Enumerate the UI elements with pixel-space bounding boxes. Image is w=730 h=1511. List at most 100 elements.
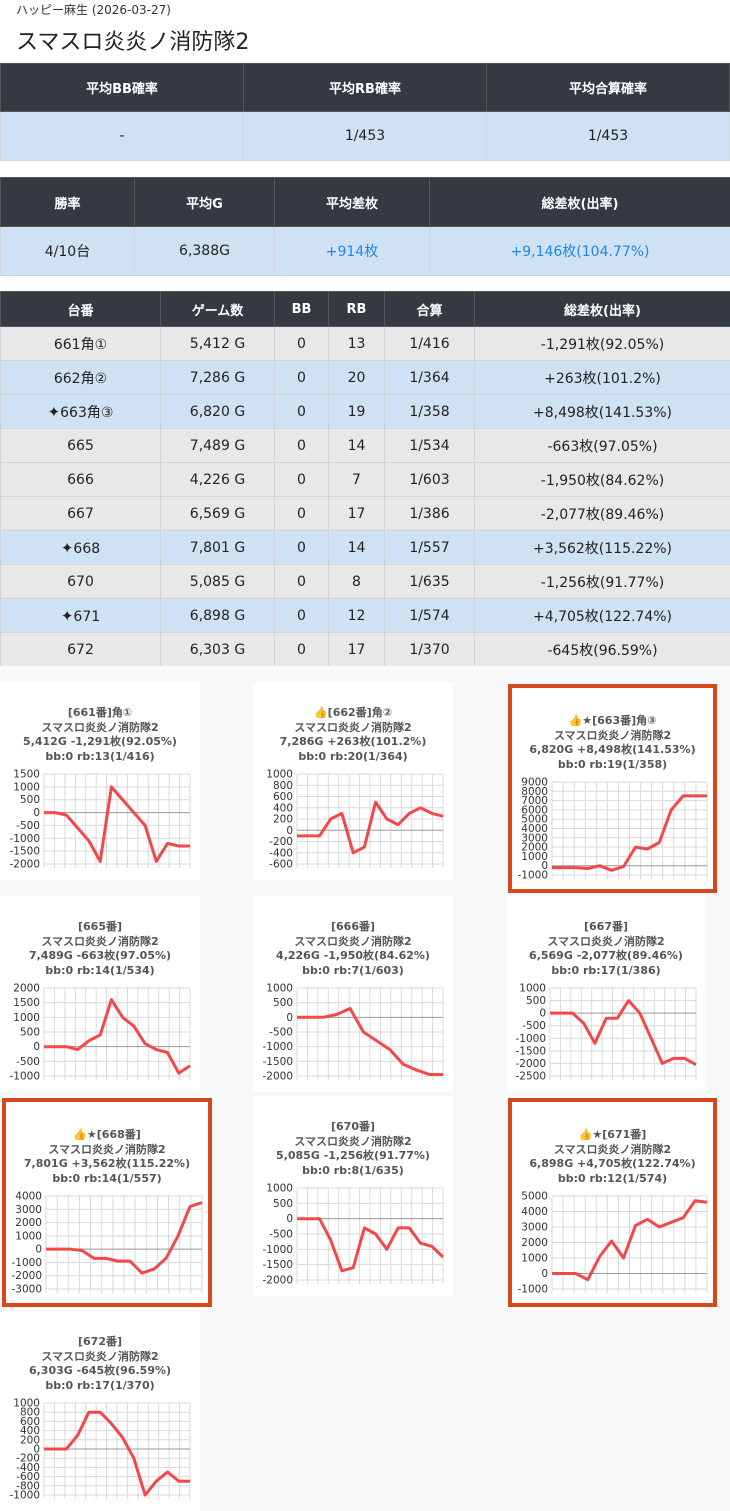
total-diff-cell: -663枚(97.05%) (474, 428, 730, 463)
charts-area: [661番]角① スマスロ炎炎ノ消防隊2 5,412G -1,291枚(92.05%… (0, 666, 730, 1511)
y-tick-label: -1000 (262, 1244, 293, 1256)
y-tick-label: 0 (539, 1008, 546, 1020)
total-diff-cell-text: -663枚(97.05%) (547, 438, 658, 455)
machine-chart-card[interactable]: 👍[662番]角② スマスロ炎炎ノ消防隊2 7,286G +263枚(101.2%)… (253, 682, 453, 880)
machine-chart-card[interactable]: 👍★[671番] スマスロ炎炎ノ消防隊2 6,898G +4,705枚(122.74… (508, 1098, 717, 1307)
header-total-diff: 総差枚(出率) (474, 291, 730, 327)
y-tick-label: 1500 (13, 997, 40, 1009)
y-tick-label: 4000 (521, 1206, 548, 1218)
y-tick-label: 1000 (15, 1230, 42, 1242)
machine-no-cell: 672 (0, 632, 161, 667)
chart-title-line: 👍★[671番] (578, 1128, 647, 1141)
games-cell: 6,898 G (160, 598, 275, 633)
games-cell-text: 5,412 G (189, 335, 246, 352)
bb-cell-text: 0 (297, 335, 306, 352)
y-tick-label: -1500 (262, 1056, 293, 1068)
y-tick-label: 400 (273, 802, 293, 814)
machine-chart-card[interactable]: [666番] スマスロ炎炎ノ消防隊2 4,226G -1,950枚(84.62%) b… (253, 896, 453, 1092)
diff-series-line (552, 1199, 708, 1282)
chart-title-line: 6,820G +8,498枚(141.53%) (529, 743, 696, 756)
chart-title-line: bb:0 rb:19(1/358) (557, 757, 668, 771)
combined-cell-text: 1/603 (409, 471, 450, 488)
bb-cell: 0 (274, 360, 329, 395)
games-cell: 6,820 G (160, 394, 275, 429)
machine-no-cell-text: 667 (67, 505, 94, 522)
rb-cell: 8 (328, 564, 385, 599)
y-tick-label: -600 (269, 859, 293, 871)
total-diff-cell: -1,291枚(92.05%) (474, 326, 730, 361)
y-tick-label: 1000 (521, 1253, 548, 1265)
games-cell-text: 5,085 G (189, 573, 246, 590)
y-tick-label: 500 (20, 794, 40, 806)
table-row: ✦ 671 6,898 G 0 12 1/574 +4,705枚(122.74%) (0, 598, 730, 633)
games-cell: 5,412 G (160, 326, 275, 361)
chart-title-line: 6,569G -2,077枚(89.46%) (529, 949, 683, 962)
machine-chart-card[interactable]: 👍★[668番] スマスロ炎炎ノ消防隊2 7,801G +3,562枚(115.22… (2, 1098, 212, 1307)
combined-cell-text: 1/534 (409, 437, 450, 454)
table-row: 667 6,569 G 0 17 1/386 -2,077枚(89.46%) (0, 496, 730, 531)
games-cell-text: 7,489 G (189, 437, 246, 454)
diff-series-line (44, 998, 191, 1075)
total-diff-cell: -2,077枚(89.46%) (474, 496, 730, 531)
total-diff-cell: -645枚(96.59%) (474, 632, 730, 667)
chart-title-line: 7,286G +263枚(101.2%) (279, 735, 427, 748)
total-diff-cell: -1,950枚(84.62%) (474, 462, 730, 497)
machine-chart-card[interactable]: [672番] スマスロ炎炎ノ消防隊2 6,303G -645枚(96.59%) bb:… (0, 1311, 200, 1511)
machine-chart-card[interactable]: [665番] スマスロ炎炎ノ消防隊2 7,489G -663枚(97.05%) bb:… (0, 896, 200, 1092)
rb-cell: 7 (328, 462, 385, 497)
chart-title-line: 6,303G -645枚(96.59%) (28, 1364, 172, 1377)
table-row: 665 7,489 G 0 14 1/534 -663枚(97.05%) (0, 428, 730, 463)
combined-cell: 1/370 (384, 632, 475, 667)
bb-cell-text: 0 (297, 471, 306, 488)
table-row: ✦ 663角③ 6,820 G 0 19 1/358 +8,498枚(141.53%) (0, 394, 730, 429)
machine-no-cell: 670 (0, 564, 161, 599)
chart-grid (551, 1196, 708, 1293)
table-row: 670 5,085 G 0 8 1/635 -1,256枚(91.77%) (0, 564, 730, 599)
rb-cell: 20 (328, 360, 385, 395)
header-combined: 合算 (384, 291, 475, 327)
rb-cell: 14 (328, 428, 385, 463)
rb-cell: 13 (328, 326, 385, 361)
bb-cell: 0 (274, 326, 329, 361)
rb-cell: 14 (328, 530, 385, 565)
y-tick-label: 500 (273, 1198, 293, 1210)
header-total-diff: 総差枚(出率) (429, 177, 730, 227)
value-avg-bb: - (0, 111, 244, 161)
y-tick-label: 800 (273, 780, 293, 792)
y-tick-label: -2500 (515, 1071, 546, 1083)
y-tick-label: 2000 (521, 842, 548, 854)
machine-chart-card[interactable]: [670番] スマスロ炎炎ノ消防隊2 5,085G -1,256枚(91.77%) b… (253, 1096, 453, 1296)
bb-cell-text: 0 (297, 573, 306, 590)
diff-series-line (552, 794, 707, 872)
value-avg-diff: +914枚 (274, 226, 430, 276)
value-avg-rb: 1/453 (243, 111, 487, 161)
header-avg-games: 平均G (134, 177, 275, 227)
machine-chart-card[interactable]: [667番] スマスロ炎炎ノ消防隊2 6,569G -2,077枚(89.46%) b… (506, 896, 706, 1092)
y-tick-label: -1000 (11, 1257, 42, 1269)
chart-grid (45, 1196, 203, 1293)
total-diff-cell-text: -1,291枚(92.05%) (540, 336, 665, 353)
header-bb: BB (274, 291, 329, 327)
bb-cell: 0 (274, 564, 329, 599)
y-tick-label: 200 (20, 1434, 40, 1446)
y-tick-label: -2000 (262, 1275, 293, 1287)
bb-cell: 0 (274, 428, 329, 463)
rb-cell-text: 17 (347, 641, 366, 658)
chart-title-line: 👍[662番]角② (313, 706, 393, 719)
y-tick-label: 800 (20, 1407, 40, 1419)
y-tick-label: 400 (20, 1425, 40, 1437)
chart-title-line: 4,226G -1,950枚(84.62%) (276, 949, 430, 962)
bb-cell-text: 0 (297, 505, 306, 522)
chart-title-line: [670番] (330, 1120, 376, 1133)
machine-no-cell-text: 670 (67, 573, 94, 590)
machine-chart-card[interactable]: 👍★[663番]角③ スマスロ炎炎ノ消防隊2 6,820G +8,498枚(141.… (508, 684, 717, 893)
y-tick-label: 600 (20, 1416, 40, 1428)
games-cell: 7,801 G (160, 530, 275, 565)
machine-chart-card[interactable]: [661番]角① スマスロ炎炎ノ消防隊2 5,412G -1,291枚(92.05%… (0, 682, 200, 880)
y-tick-label: 1000 (521, 851, 548, 863)
y-tick-label: -500 (269, 1229, 293, 1241)
combined-cell-text: 1/557 (409, 539, 450, 556)
y-tick-label: 4000 (15, 1191, 42, 1203)
y-tick-label: 0 (286, 1213, 293, 1225)
